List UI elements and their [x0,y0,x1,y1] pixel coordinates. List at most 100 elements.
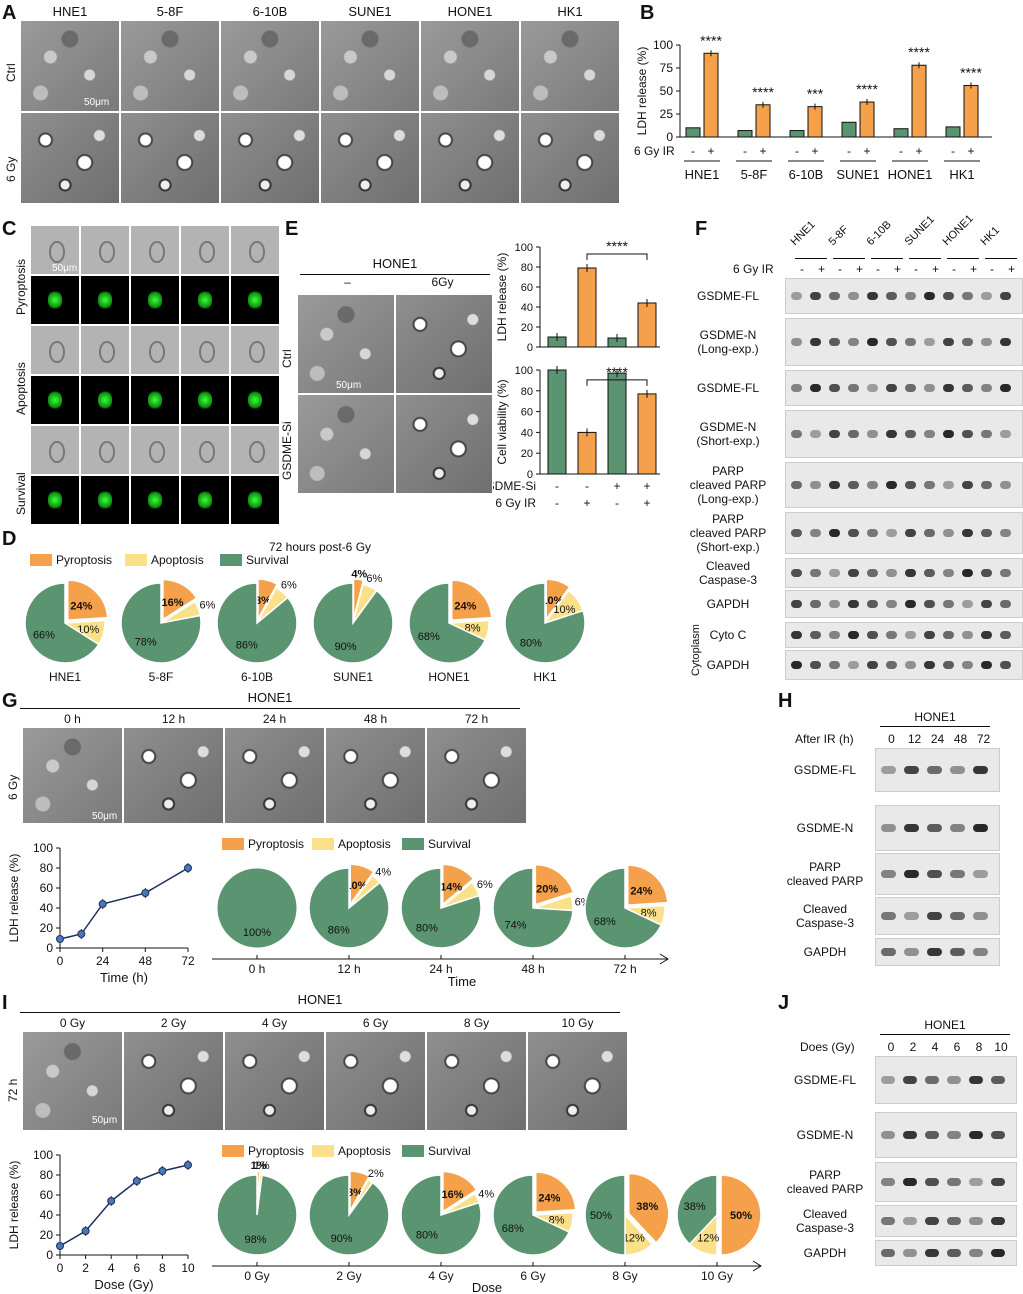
y-tick-label: 0 [46,1248,53,1262]
band [947,1178,961,1186]
pie-slice-label: 4% [351,568,367,580]
band [867,569,878,577]
band [810,481,821,489]
x-tick-label: 2 [82,1261,89,1275]
band [881,766,896,774]
series-line [59,867,189,940]
panel-label-j: J [778,992,790,1014]
micrograph-ctrl [297,294,395,394]
band [1000,481,1011,489]
significance-label: **** [960,64,982,80]
band [881,912,896,920]
scale-bar-label: 50μm [92,811,118,822]
band [924,600,935,608]
band [925,1076,939,1084]
legend-swatch [220,554,242,566]
pie-axis-tick-label: 2 Gy [336,1269,361,1283]
plus-label: + [811,144,818,158]
band [943,661,954,669]
pie-slice-label: 50% [730,1210,752,1222]
brightfield-image [230,425,280,475]
pie-slice [24,582,100,664]
band [927,912,942,920]
category-label: HONE1 [888,167,933,182]
pie-slice-label: 6% [200,600,216,612]
data-point [158,1167,167,1175]
band [886,529,897,537]
row-label: (Short-exp.) [696,434,760,448]
pie-slice-label: 78% [135,636,157,648]
row-label: (Long-exp.) [697,492,759,506]
minus-label: - [951,144,955,158]
pie-slice-label: 24% [70,601,92,613]
bar-control [893,128,909,138]
pie-slice [308,1174,390,1256]
pie-axis-tick-label: 4 Gy [428,1269,453,1283]
legend-label: Survival [246,553,289,567]
band [791,292,802,300]
band [829,661,840,669]
band [925,1217,939,1225]
band [943,338,954,346]
row-label-ctrl: Ctrl [4,63,18,82]
band [829,292,840,300]
category-label: HNE1 [685,167,720,182]
band [829,430,840,438]
band [881,1076,895,1084]
y-tick-label: 75 [660,61,674,75]
band [791,529,802,537]
pie-slice-label: 1% [254,1160,270,1172]
brightfield-image [30,425,80,475]
pie-slice-label: 12% [623,1232,645,1244]
pie-slice [534,1171,577,1213]
micrograph [527,1031,628,1131]
pie-slice [400,1174,482,1256]
legend-swatch [312,1145,334,1157]
pie-slice-label: 24% [630,886,652,898]
col-label: 8 Gy [463,1016,490,1030]
micrograph-6gy [320,112,420,204]
band [943,384,954,392]
panel-label-e: E [285,218,299,240]
band [973,824,988,832]
band [943,569,954,577]
row-label-pyroptosis: Pyroptosis [14,258,28,315]
header-line [20,1012,620,1013]
micrograph-6gy [120,112,220,204]
band [903,1076,917,1084]
pie-slice [216,867,298,949]
band [962,631,973,639]
significance-label: **** [700,32,722,48]
band [848,481,859,489]
pie-slice-label: 90% [335,641,357,653]
band [905,430,916,438]
pie-slice-label: 80% [520,637,542,649]
minus-label: - [795,144,799,158]
category-label: SUNE1 [836,167,879,182]
band [1000,430,1011,438]
band [962,569,973,577]
band [943,631,954,639]
row-label: GSDME-N [796,1128,854,1142]
row-label: cleaved PARP [689,478,767,492]
bar [637,393,657,475]
lane-label: 4 [931,1040,939,1054]
data-point [81,1227,90,1235]
y-axis-label: LDH release (%) [7,1161,21,1250]
pie-axis-arrow [752,1260,762,1272]
band [791,384,802,392]
lane-label-hne1: HNE1 [788,218,818,248]
col-label: 0 Gy [59,1016,86,1030]
band [829,338,840,346]
y-tick-label: 20 [40,1228,54,1242]
band [881,870,896,878]
significance-bracket [586,379,648,386]
micrograph-6gy [20,112,120,204]
y-tick-label: 20 [40,921,54,935]
panel-i-pie-charts: Pyroptosis Apoptosis Survival1%1%98%8%2%90… [212,1144,762,1294]
pie-slice [450,579,493,621]
lane-label-sune1: SUNE1 [902,213,937,248]
band [962,600,973,608]
band [969,1076,983,1084]
